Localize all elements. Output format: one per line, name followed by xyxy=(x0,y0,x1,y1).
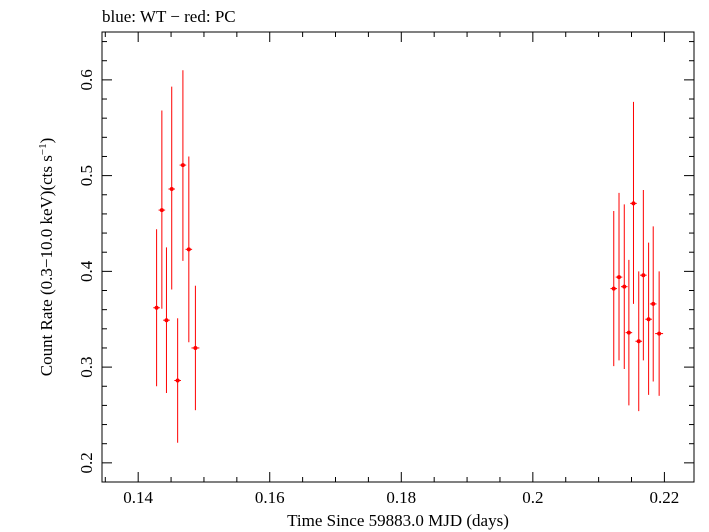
x-axis-ticks xyxy=(104,32,665,482)
x-tick-label: 0.2 xyxy=(522,488,543,507)
y-tick-label: 0.5 xyxy=(77,165,96,186)
y-axis-label: Count Rate (0.3−10.0 keV)(cts s−1) xyxy=(37,138,56,377)
data-point xyxy=(655,271,664,396)
data-marker xyxy=(631,201,636,206)
data-marker xyxy=(617,275,622,280)
data-marker xyxy=(159,208,164,213)
data-marker xyxy=(611,286,616,291)
data-marker xyxy=(657,331,662,336)
data-point xyxy=(191,285,200,411)
data-point xyxy=(153,229,160,387)
pc-series xyxy=(153,70,664,443)
data-point xyxy=(610,211,618,367)
data-point xyxy=(615,192,623,361)
y-axis-tick-labels: 0.2 0.3 0.4 0.5 0.6 xyxy=(77,69,96,473)
y-axis-label-close: ) xyxy=(37,138,56,144)
data-marker xyxy=(186,247,191,252)
plot-frame xyxy=(101,31,695,483)
data-point xyxy=(635,271,643,412)
chart-title: blue: WT − red: PC xyxy=(102,7,236,26)
data-marker xyxy=(154,305,159,310)
data-marker xyxy=(169,187,174,192)
y-tick-label: 0.3 xyxy=(77,356,96,377)
y-tick-label: 0.2 xyxy=(77,452,96,473)
x-tick-label: 0.16 xyxy=(255,488,285,507)
data-point xyxy=(158,110,166,309)
data-marker xyxy=(651,301,656,306)
y-axis-ticks xyxy=(102,41,694,483)
data-point xyxy=(645,242,652,395)
x-tick-label: 0.18 xyxy=(386,488,416,507)
data-marker xyxy=(180,163,185,168)
data-point xyxy=(630,101,637,304)
data-marker xyxy=(641,273,646,278)
data-marker xyxy=(175,378,180,383)
data-point xyxy=(620,204,628,370)
y-tick-label: 0.4 xyxy=(77,260,96,282)
data-marker xyxy=(646,317,651,322)
data-point xyxy=(649,226,657,382)
x-tick-label: 0.14 xyxy=(123,488,153,507)
x-tick-label: 0.22 xyxy=(650,488,680,507)
data-marker xyxy=(636,339,641,344)
data-point xyxy=(163,247,170,393)
x-axis-tick-labels: 0.14 0.16 0.18 0.2 0.22 xyxy=(123,488,679,507)
data-marker xyxy=(622,284,627,289)
x-axis-label: Time Since 59883.0 MJD (days) xyxy=(287,511,509,530)
data-point xyxy=(179,70,187,261)
data-point xyxy=(640,189,647,361)
y-axis-label-main: Count Rate (0.3−10.0 keV)(cts s xyxy=(37,155,56,376)
data-marker xyxy=(193,345,198,350)
data-marker xyxy=(164,318,169,323)
data-marker xyxy=(626,330,631,335)
data-point xyxy=(168,86,176,290)
y-tick-label: 0.6 xyxy=(77,69,96,90)
data-point xyxy=(625,259,633,406)
y-axis-label-superscript: −1 xyxy=(37,143,49,155)
data-point xyxy=(174,318,181,443)
data-point xyxy=(185,156,193,343)
